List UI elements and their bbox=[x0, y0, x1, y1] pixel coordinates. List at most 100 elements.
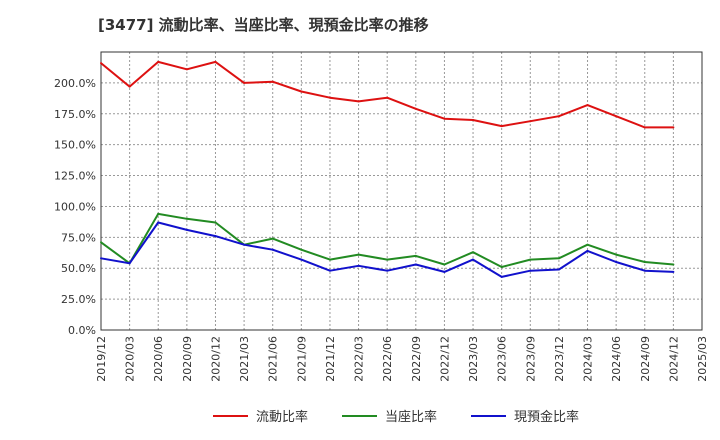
data-point bbox=[500, 275, 503, 278]
x-tick-label: 2022/09 bbox=[410, 336, 423, 382]
data-point bbox=[586, 104, 589, 107]
x-tick-label: 2023/12 bbox=[553, 336, 566, 382]
data-point bbox=[557, 268, 560, 271]
data-point bbox=[185, 217, 188, 220]
data-point bbox=[643, 269, 646, 272]
x-tick-label: 2020/06 bbox=[152, 336, 165, 382]
data-point bbox=[586, 243, 589, 246]
data-point bbox=[329, 258, 331, 261]
data-point bbox=[443, 117, 446, 120]
data-point bbox=[414, 254, 417, 257]
data-point bbox=[386, 96, 389, 99]
x-tick-label: 2022/03 bbox=[353, 336, 366, 382]
data-point bbox=[128, 85, 131, 88]
y-tick-label: 175.0% bbox=[54, 108, 96, 121]
data-point bbox=[357, 100, 360, 103]
data-point bbox=[100, 241, 102, 244]
x-tick-label: 2024/12 bbox=[667, 336, 680, 382]
x-tick-label: 2020/12 bbox=[209, 336, 222, 382]
x-tick-label: 2024/03 bbox=[582, 336, 595, 382]
data-point bbox=[243, 81, 246, 84]
data-point bbox=[557, 115, 560, 118]
legend-label: 当座比率 bbox=[385, 409, 437, 425]
data-point bbox=[214, 221, 217, 224]
data-point bbox=[615, 261, 618, 263]
data-point bbox=[357, 264, 360, 267]
data-point bbox=[329, 269, 331, 272]
x-tick-label: 2019/12 bbox=[95, 336, 108, 382]
y-tick-label: 75.0% bbox=[61, 231, 96, 244]
data-point bbox=[357, 253, 360, 256]
series-lines bbox=[100, 60, 675, 278]
y-tick-label: 50.0% bbox=[61, 262, 96, 275]
x-tick-label: 2025/03 bbox=[696, 336, 709, 382]
data-point bbox=[672, 263, 675, 266]
data-point bbox=[557, 257, 560, 260]
data-point bbox=[214, 60, 217, 63]
y-tick-label: 100.0% bbox=[54, 200, 96, 213]
data-point bbox=[643, 261, 646, 263]
x-tick-label: 2023/06 bbox=[496, 336, 509, 382]
y-axis: 0.0% 25.0% 50.0% 75.0% 100.0% 125.0% 150.0% 175… bbox=[54, 77, 96, 337]
data-point bbox=[643, 126, 646, 129]
data-point bbox=[529, 258, 532, 261]
chart-title: [3477] 流動比率、当座比率、現預金比率の推移 bbox=[98, 16, 429, 34]
data-point bbox=[586, 249, 589, 252]
data-point bbox=[214, 235, 217, 238]
legend-label: 流動比率 bbox=[256, 409, 308, 425]
y-tick-label: 25.0% bbox=[61, 293, 96, 306]
data-point bbox=[472, 258, 474, 261]
data-point bbox=[529, 120, 532, 123]
data-point bbox=[100, 257, 102, 260]
x-tick-label: 2023/09 bbox=[524, 336, 537, 382]
data-point bbox=[329, 96, 331, 99]
data-point bbox=[185, 68, 188, 71]
data-point bbox=[271, 248, 274, 251]
x-tick-label: 2021/03 bbox=[238, 336, 251, 382]
x-tick-label: 2021/12 bbox=[324, 336, 337, 382]
data-point bbox=[615, 253, 618, 256]
x-tick-label: 2024/06 bbox=[610, 336, 623, 382]
data-point bbox=[615, 115, 618, 118]
data-point bbox=[386, 269, 389, 272]
data-point bbox=[271, 237, 274, 240]
data-point bbox=[472, 251, 474, 254]
x-tick-label: 2020/03 bbox=[124, 336, 137, 382]
data-point bbox=[157, 212, 160, 215]
data-point bbox=[672, 270, 675, 273]
data-point bbox=[529, 269, 532, 272]
data-point bbox=[500, 125, 503, 128]
x-axis: 2019/12 2020/03 2020/06 2020/09 2020/12 2021/… bbox=[95, 336, 709, 382]
data-point bbox=[672, 126, 675, 129]
data-point bbox=[500, 266, 503, 268]
plot-area bbox=[100, 51, 703, 331]
data-point bbox=[100, 62, 102, 65]
data-point bbox=[300, 248, 303, 251]
data-point bbox=[300, 90, 303, 93]
y-tick-label: 0.0% bbox=[68, 324, 96, 337]
data-point bbox=[386, 258, 389, 261]
data-point bbox=[443, 270, 446, 273]
data-point bbox=[414, 107, 417, 110]
y-tick-label: 125.0% bbox=[54, 170, 96, 183]
data-point bbox=[157, 221, 160, 224]
grid-lines bbox=[101, 52, 702, 330]
x-tick-label: 2022/12 bbox=[438, 336, 451, 382]
x-tick-label: 2023/03 bbox=[467, 336, 480, 382]
data-point bbox=[271, 80, 274, 83]
x-tick-label: 2020/09 bbox=[181, 336, 194, 382]
x-tick-label: 2021/06 bbox=[267, 336, 280, 382]
data-point bbox=[185, 228, 188, 231]
data-point bbox=[300, 258, 303, 261]
x-tick-label: 2024/09 bbox=[639, 336, 652, 382]
x-tick-label: 2021/09 bbox=[295, 336, 308, 382]
data-point bbox=[128, 262, 131, 265]
data-point bbox=[414, 263, 417, 266]
y-tick-label: 150.0% bbox=[54, 139, 96, 152]
legend-label: 現預金比率 bbox=[514, 409, 579, 425]
data-point bbox=[443, 263, 446, 266]
data-point bbox=[157, 60, 160, 63]
data-point bbox=[243, 243, 246, 246]
x-tick-label: 2022/06 bbox=[381, 336, 394, 382]
